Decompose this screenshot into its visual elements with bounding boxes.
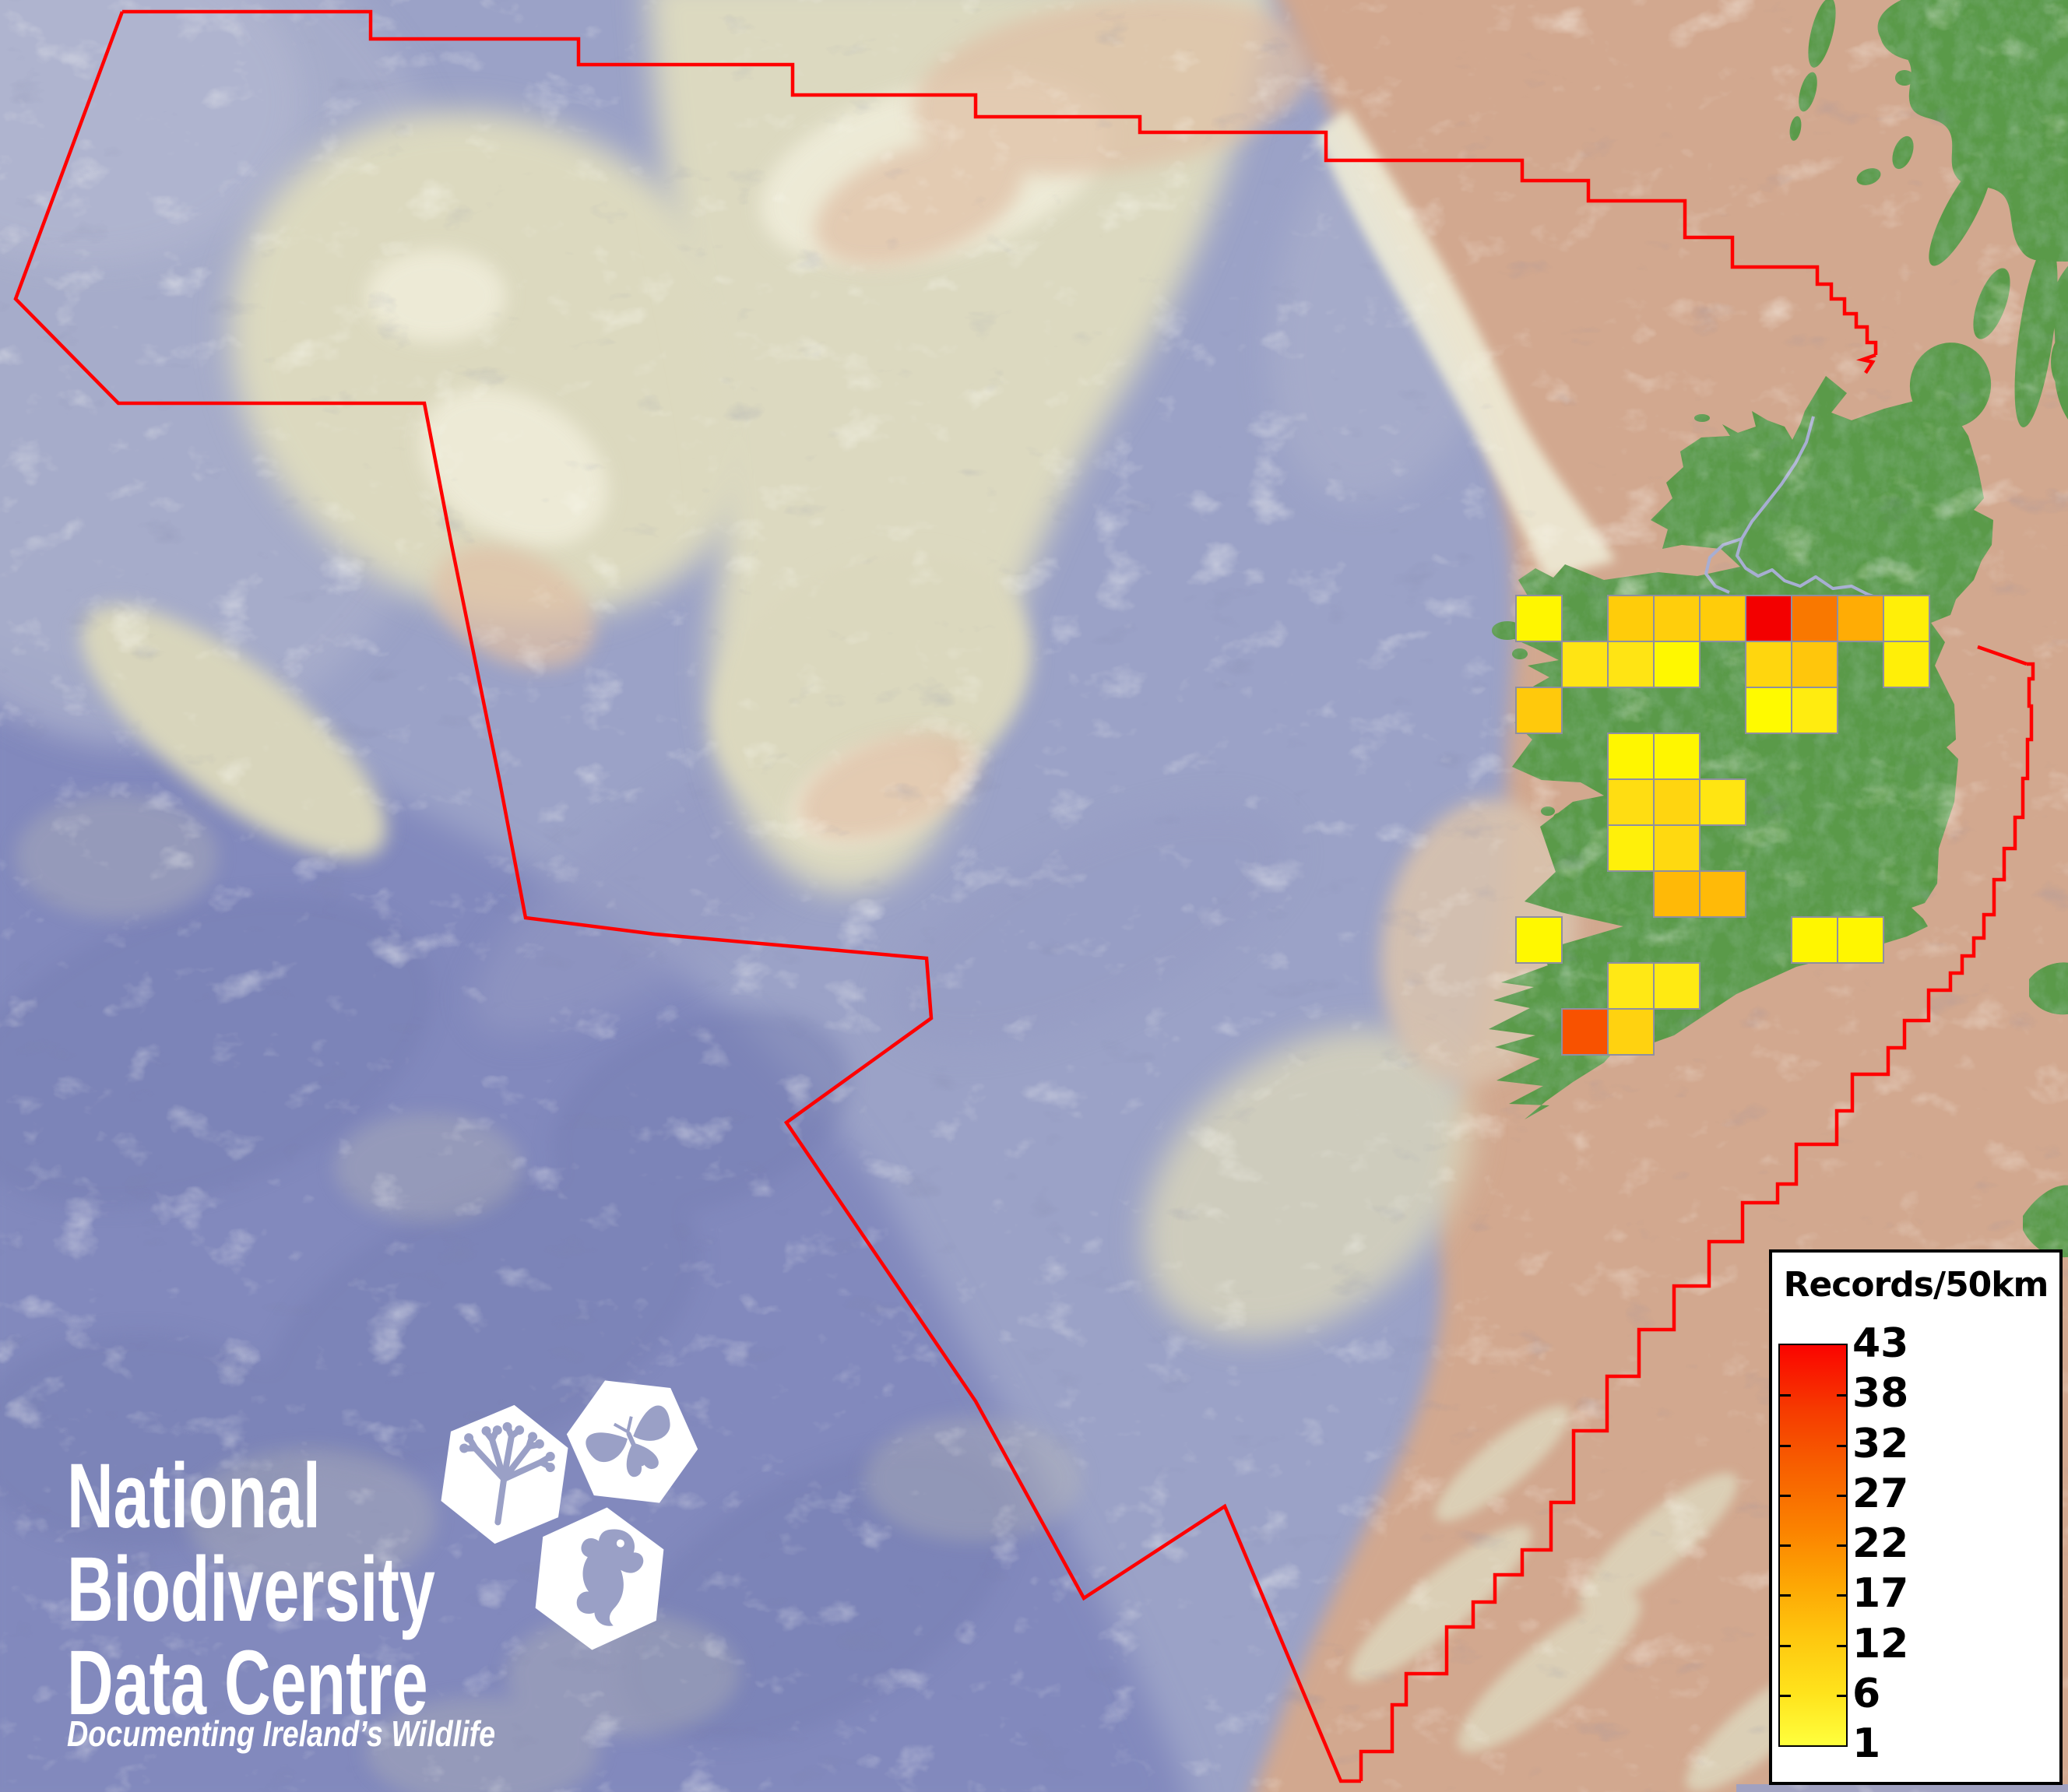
designated-area-boundary: [1977, 645, 2028, 666]
designated-area-boundary: [13, 11, 1361, 1783]
records-grid-layer: [1515, 595, 1930, 1056]
nbdc-logo-text: National Biodiversity Data Centre: [67, 1449, 435, 1730]
record-grid-cell: [1607, 962, 1655, 1010]
legend-tick: [1837, 1394, 1848, 1397]
legend-tick: [1837, 1494, 1848, 1497]
record-grid-cell: [1653, 778, 1700, 826]
legend-tick: [1837, 1544, 1848, 1547]
plant-umbel-icon: [441, 1404, 568, 1544]
designated-area-boundary: [1359, 662, 2035, 1781]
record-grid-cell: [1791, 687, 1838, 734]
record-grid-cell: [1607, 778, 1655, 826]
legend-tick: [1837, 1694, 1848, 1697]
seahorse-icon: [535, 1507, 664, 1650]
designated-area-boundary: [1855, 353, 1876, 374]
record-grid-cell: [1653, 962, 1700, 1010]
record-grid-cell: [1791, 641, 1838, 688]
record-grid-cell: [1791, 916, 1838, 964]
legend-value: 43: [1852, 1320, 1909, 1367]
legend-value: 27: [1852, 1470, 1909, 1517]
designated-area-boundary-layer: [13, 9, 2035, 1783]
record-grid-cell: [1883, 595, 1930, 642]
legend-panel: Records/50km 43 38 32 27 22 17 12 6 1: [1769, 1249, 2063, 1785]
record-grid-cell: [1653, 733, 1700, 780]
nbdc-logo: National Biodiversity Data Centre Docume…: [67, 1380, 698, 1754]
legend-tick: [1780, 1594, 1791, 1597]
legend-tick: [1780, 1494, 1791, 1497]
legend-title: Records/50km: [1783, 1265, 2049, 1305]
record-grid-cell: [1607, 1008, 1655, 1056]
legend-tick: [1837, 1644, 1848, 1647]
record-grid-cell: [1653, 595, 1700, 642]
legend-tick: [1837, 1444, 1848, 1447]
legend-tick: [1780, 1544, 1791, 1547]
logo-line-1: National: [67, 1445, 321, 1548]
record-grid-cell: [1837, 916, 1884, 964]
record-grid-cell: [1515, 916, 1563, 964]
record-grid-cell: [1607, 733, 1655, 780]
legend-value: 6: [1852, 1670, 1881, 1717]
record-grid-cell: [1699, 870, 1746, 918]
legend-tick: [1780, 1694, 1791, 1697]
nbdc-tagline: Documenting Ireland’s Wildlife: [67, 1713, 496, 1754]
record-grid-cell: [1515, 595, 1563, 642]
logo-line-2: Biodiversity: [67, 1538, 435, 1641]
record-grid-cell: [1607, 641, 1655, 688]
record-grid-cell: [1653, 824, 1700, 872]
legend-value: 1: [1852, 1720, 1881, 1767]
legend-value: 22: [1852, 1520, 1909, 1567]
legend-tick: [1837, 1594, 1848, 1597]
record-grid-cell: [1607, 595, 1655, 642]
record-grid-cell: [1561, 641, 1609, 688]
logo-line-3: Data Centre: [67, 1632, 428, 1734]
legend-tick: [1780, 1444, 1791, 1447]
record-grid-cell: [1699, 778, 1746, 826]
legend-value: 12: [1852, 1620, 1909, 1667]
record-grid-cell: [1561, 1008, 1609, 1056]
legend-tick: [1780, 1644, 1791, 1647]
record-grid-cell: [1883, 641, 1930, 688]
record-grid-cell: [1745, 687, 1792, 734]
record-grid-cell: [1791, 595, 1838, 642]
legend-tick: [1780, 1394, 1791, 1397]
legend-value: 38: [1852, 1370, 1909, 1418]
nbdc-hex-mark: [441, 1380, 698, 1650]
record-grid-cell: [1745, 595, 1792, 642]
designated-area-boundary: [122, 9, 1878, 355]
legend-value: 32: [1852, 1420, 1909, 1467]
record-grid-cell: [1653, 870, 1700, 918]
legend-value: 17: [1852, 1570, 1909, 1618]
record-grid-cell: [1745, 641, 1792, 688]
record-grid-cell: [1699, 595, 1746, 642]
record-grid-cell: [1607, 824, 1655, 872]
butterfly-icon: [566, 1380, 698, 1503]
record-grid-cell: [1653, 641, 1700, 688]
record-grid-cell: [1515, 687, 1563, 734]
record-grid-cell: [1837, 595, 1884, 642]
